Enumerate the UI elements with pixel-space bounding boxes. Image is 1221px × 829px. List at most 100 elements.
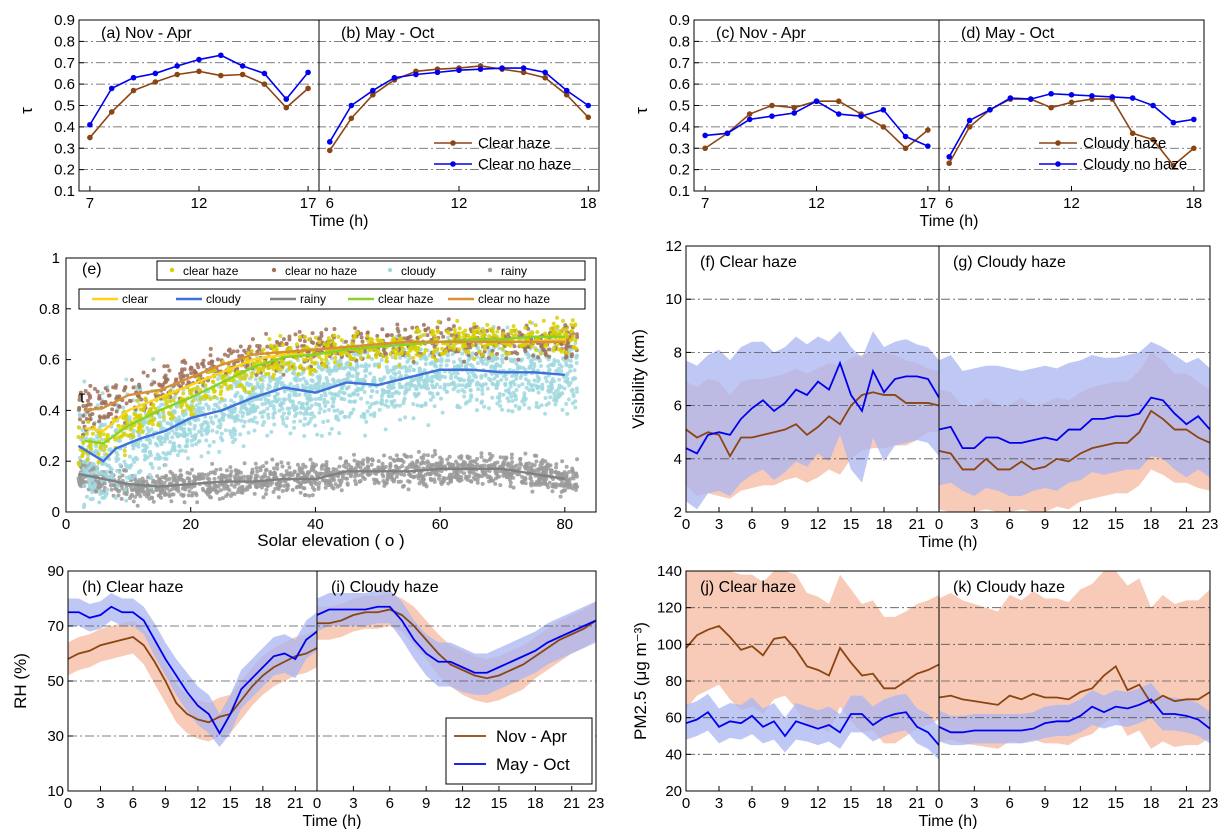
scatter-point	[191, 398, 196, 403]
scatter-point	[343, 414, 348, 419]
scatter-point	[377, 407, 382, 412]
scatter-point	[544, 353, 549, 358]
scatter-point	[110, 407, 115, 412]
scatter-point	[137, 424, 142, 429]
scatter-point	[310, 466, 315, 471]
scatter-point	[391, 381, 396, 386]
scatter-point	[543, 375, 548, 380]
scatter-point	[382, 453, 387, 458]
scatter-point	[302, 339, 307, 344]
scatter-point	[176, 489, 181, 494]
scatter-point	[307, 419, 312, 424]
scatter-point	[513, 332, 518, 337]
scatter-point	[197, 439, 202, 444]
scatter-point	[275, 463, 280, 468]
scatter-layer	[76, 315, 580, 510]
scatter-point	[415, 403, 420, 408]
scatter-point	[556, 366, 561, 371]
scatter-point	[266, 412, 271, 417]
scatter-point	[565, 411, 570, 416]
scatter-point	[121, 405, 126, 410]
scatter-point	[295, 462, 300, 467]
scatter-point	[287, 406, 292, 411]
scatter-point	[128, 476, 133, 481]
scatter-point	[339, 338, 344, 343]
series-point	[791, 104, 798, 111]
scatter-point	[123, 385, 128, 390]
scatter-point	[573, 376, 578, 381]
scatter-point	[408, 474, 413, 479]
scatter-point	[167, 488, 172, 493]
scatter-point	[178, 468, 183, 473]
scatter-point	[306, 337, 311, 342]
scatter-point	[554, 462, 559, 467]
scatter-point	[388, 455, 393, 460]
scatter-point	[85, 457, 90, 462]
scatter-point	[138, 494, 143, 499]
scatter-point	[365, 330, 370, 335]
scatter-point	[325, 400, 330, 405]
scatter-point	[175, 478, 180, 483]
scatter-point	[287, 410, 292, 415]
scatter-point	[354, 374, 359, 379]
scatter-point	[564, 354, 569, 359]
series-point	[174, 71, 180, 78]
scatter-point	[102, 495, 107, 500]
scatter-point	[240, 376, 245, 381]
scatter-point	[322, 400, 327, 405]
scatter-point	[190, 491, 195, 496]
scatter-point	[323, 471, 328, 476]
scatter-point	[513, 350, 518, 355]
scatter-point	[325, 419, 330, 424]
scatter-point	[384, 481, 389, 486]
scatter-point	[477, 474, 482, 479]
scatter-point	[124, 401, 129, 406]
scatter-point	[107, 447, 112, 452]
scatter-point	[278, 333, 283, 338]
scatter-point	[76, 435, 81, 440]
scatter-point	[417, 474, 422, 479]
scatter-point	[383, 427, 388, 432]
scatter-point	[326, 343, 331, 348]
scatter-point	[512, 344, 517, 349]
scatter-point	[552, 398, 557, 403]
scatter-point	[238, 485, 243, 490]
scatter-point	[251, 370, 256, 375]
scatter-point	[462, 471, 467, 476]
scatter-point	[169, 499, 174, 504]
scatter-point	[264, 331, 269, 336]
scatter-point	[380, 353, 385, 358]
scatter-point	[140, 480, 145, 485]
scatter-point	[196, 365, 201, 370]
scatter-point	[170, 435, 175, 440]
scatter-point	[560, 471, 565, 476]
x-tick-label: 17	[300, 195, 317, 212]
scatter-point	[487, 469, 492, 474]
scatter-point	[90, 490, 95, 495]
series-point	[477, 66, 484, 72]
scatter-point	[276, 495, 281, 500]
scatter-point	[208, 353, 213, 358]
scatter-point	[284, 469, 289, 474]
series-point	[563, 87, 570, 94]
scatter-point	[313, 360, 318, 365]
y-tick-label: 0.7	[54, 55, 75, 72]
scatter-point	[562, 488, 567, 493]
scatter-point	[571, 392, 576, 397]
scatter-point	[571, 476, 576, 481]
scatter-point	[317, 339, 322, 344]
series-point	[1109, 94, 1116, 100]
scatter-point	[469, 393, 474, 398]
scatter-point	[462, 394, 467, 399]
scatter-point	[260, 414, 265, 419]
scatter-point	[199, 432, 204, 437]
scatter-point	[123, 487, 128, 492]
scatter-point	[222, 486, 227, 491]
series-line	[329, 67, 589, 143]
scatter-point	[548, 395, 553, 400]
scatter-point	[379, 394, 384, 399]
scatter-point	[156, 435, 161, 440]
scatter-point	[148, 449, 153, 454]
scatter-point	[352, 326, 357, 331]
scatter-point	[157, 477, 162, 482]
